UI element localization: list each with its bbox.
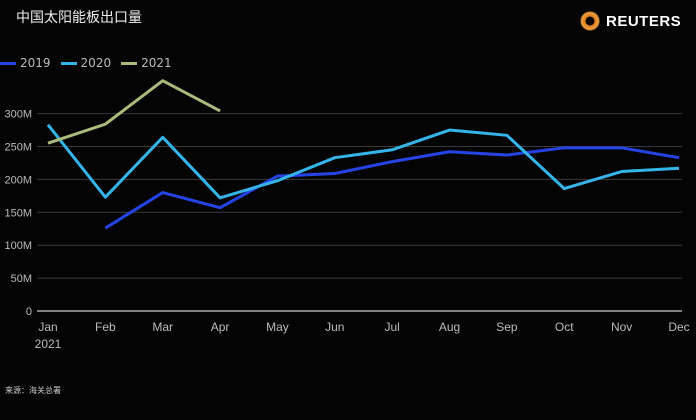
x-tick-label: Apr: [211, 320, 230, 334]
legend-label: 2019: [20, 56, 51, 70]
source-note: 来源：海关总署: [5, 386, 61, 395]
x-tick-label: Dec: [668, 320, 689, 334]
reuters-logo-text: REUTERS: [606, 12, 682, 30]
y-tick-label: 50M: [11, 273, 32, 285]
y-tick-label: 200M: [4, 174, 32, 186]
series-line-2020: [46, 123, 680, 200]
legend-label: 2021: [141, 56, 172, 70]
legend: 2019 2020 2021: [0, 56, 172, 70]
legend-swatch: [121, 61, 138, 65]
reuters-logo: REUTERS: [580, 11, 681, 31]
x-tick-label: Jan: [38, 320, 57, 334]
x-tick-label: Jul: [385, 320, 400, 334]
y-tick-label: 300M: [4, 109, 32, 121]
series-line-2021: [47, 79, 221, 145]
y-tick-label: 0: [26, 306, 32, 318]
x-tick-label: Oct: [555, 320, 574, 334]
y-tick-label: 100M: [4, 240, 32, 252]
x-tick-label: Nov: [611, 320, 632, 334]
x-tick-label: Aug: [439, 320, 460, 334]
legend-swatch: [60, 61, 77, 65]
x-tick-label: Mar: [152, 320, 173, 334]
y-tick-label: 150M: [4, 207, 32, 219]
legend-item-2021: 2021: [121, 56, 172, 70]
x-tick-label: Feb: [95, 320, 116, 334]
legend-item-2019: 2019: [0, 56, 51, 70]
legend-item-2020: 2020: [60, 56, 112, 70]
x-tick-label: May: [266, 320, 289, 334]
x-tick-label: Sep: [496, 320, 518, 334]
legend-label: 2020: [80, 56, 112, 70]
legend-swatch: [0, 61, 16, 65]
x-tick-label: Jun: [325, 320, 344, 334]
y-tick-label: 250M: [4, 142, 32, 154]
series-line-2019: [104, 146, 680, 230]
x-year-label: 2021: [35, 337, 62, 351]
reuters-logo-icon: [580, 11, 600, 31]
chart-title: 中国太阳能板出口量: [16, 10, 142, 26]
